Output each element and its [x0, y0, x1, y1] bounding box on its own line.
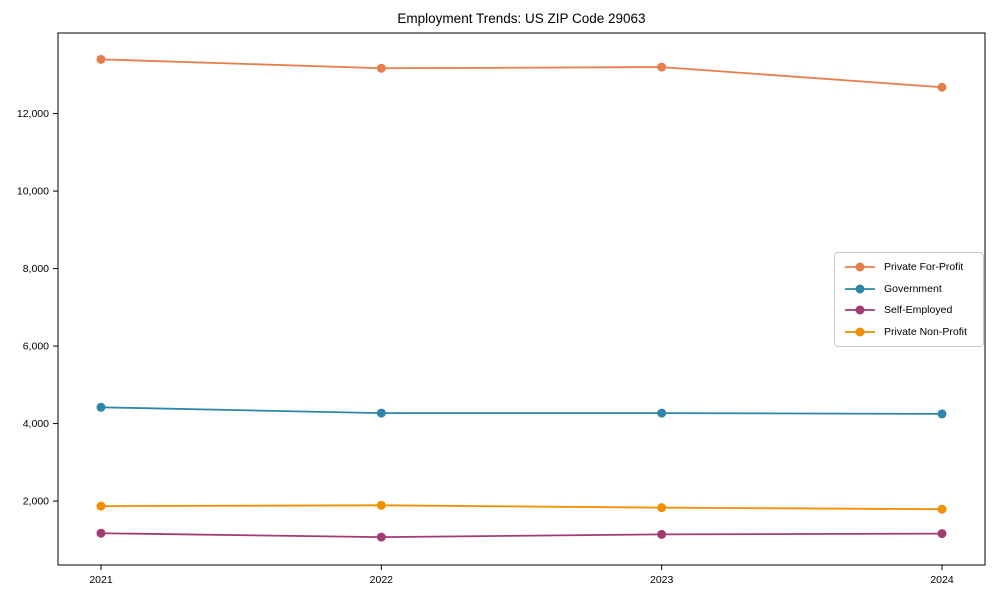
y-tick-label: 6,000: [23, 341, 49, 353]
data-point: [96, 54, 106, 64]
legend-marker-icon: [845, 305, 875, 315]
legend-item: Private For-Profit: [844, 261, 974, 273]
legend-label: Private Non-Profit: [884, 325, 967, 338]
x-tick-label: 2023: [650, 574, 674, 586]
legend-label: Self-Employed: [884, 304, 953, 317]
y-tick-label: 4,000: [23, 418, 49, 430]
legend-label: Private For-Profit: [884, 261, 964, 273]
data-point: [376, 63, 386, 73]
y-tick-label: 8,000: [23, 263, 49, 275]
legend-marker-icon: [845, 327, 875, 337]
chart-title: Employment Trends: US ZIP Code 29063: [397, 11, 646, 26]
data-point: [376, 500, 386, 510]
data-point: [657, 62, 667, 72]
series-line-1: [100, 406, 943, 415]
data-point: [937, 82, 947, 92]
data-point: [376, 532, 386, 542]
data-point: [657, 529, 667, 539]
data-point: [96, 501, 106, 511]
data-point: [937, 409, 947, 419]
series-line-3: [100, 504, 943, 511]
legend-marker-icon: [845, 262, 875, 272]
y-tick-label: 10,000: [17, 186, 49, 198]
chart-legend: Private For-Profit Government Self-Employe…: [834, 252, 984, 347]
legend-label: Government: [884, 282, 942, 295]
data-point: [657, 503, 667, 513]
legend-marker-icon: [845, 284, 875, 294]
data-point: [96, 528, 106, 538]
legend-item: Private Non-Profit: [844, 326, 974, 338]
data-point: [657, 408, 667, 418]
series-line-2: [100, 532, 943, 539]
data-point: [937, 529, 947, 539]
data-point: [376, 408, 386, 418]
x-tick-label: 2022: [370, 574, 394, 586]
data-point: [96, 402, 106, 412]
data-point: [937, 504, 947, 514]
y-tick-label: 12,000: [17, 108, 49, 120]
plot-spines: [57, 32, 986, 566]
x-tick-label: 2021: [89, 574, 113, 586]
legend-item: Government: [844, 283, 974, 295]
y-tick-label: 2,000: [23, 496, 49, 508]
x-tick-label: 2024: [930, 574, 954, 586]
series-line-0: [100, 58, 943, 89]
legend-item: Self-Employed: [844, 304, 974, 316]
